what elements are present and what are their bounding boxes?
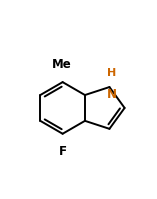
Text: Me: Me xyxy=(52,58,71,71)
Text: H: H xyxy=(107,68,116,78)
Text: F: F xyxy=(59,145,67,158)
Text: N: N xyxy=(106,88,116,101)
